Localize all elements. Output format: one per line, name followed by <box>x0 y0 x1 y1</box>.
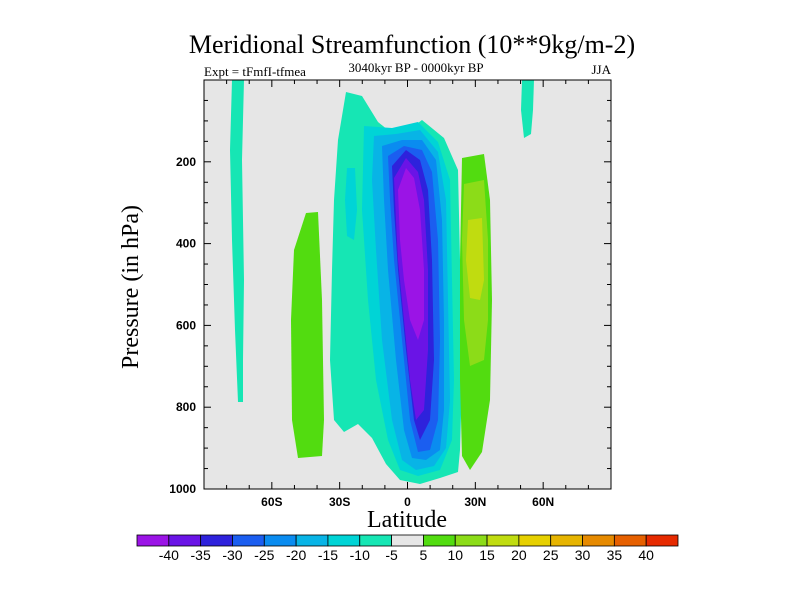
chart-title: Meridional Streamfunction (10**9kg/m-2) <box>189 30 635 59</box>
plot-area: 200 400 600 800 1000 60S 30S 0 30N 60N <box>169 79 612 509</box>
colorbar-label: 15 <box>479 547 495 563</box>
colorbar-swatch <box>391 534 424 547</box>
y-tick-label: 400 <box>176 237 196 251</box>
colorbar-swatch <box>327 534 361 547</box>
colorbar-label: 30 <box>575 547 591 563</box>
y-axis-label: Pressure (in hPa) <box>118 205 144 369</box>
x-tick-label: 30N <box>464 495 486 509</box>
colorbar-label: 35 <box>607 547 623 563</box>
colorbar-label: 5 <box>420 547 428 563</box>
colorbar-label: -40 <box>159 547 179 563</box>
contour-fills <box>230 80 534 484</box>
colorbar-label: -30 <box>222 547 242 563</box>
x-tick-label: 0 <box>404 495 411 509</box>
contour-neg-55N <box>521 80 534 138</box>
colorbar-label: 40 <box>638 547 654 563</box>
contour-pos-45S <box>291 212 324 458</box>
y-tick-label: 600 <box>176 318 196 332</box>
colorbar-swatch <box>232 534 265 547</box>
y-tick-label: 800 <box>176 400 196 414</box>
contour-neg-40 <box>398 168 424 340</box>
x-tick-label: 60N <box>532 495 554 509</box>
x-tick-label: 60S <box>261 495 282 509</box>
colorbar: -40 -35 -30 -25 -20 -15 -10 -5 5 10 15 20 25 30 35 40 <box>136 534 679 563</box>
colorbar-swatch <box>295 534 329 547</box>
colorbar-swatch <box>423 534 456 547</box>
chart-subtitle: 3040kyr BP - 0000kyr BP <box>348 60 483 75</box>
colorbar-label: -5 <box>385 547 398 563</box>
season-annotation: JJA <box>591 62 611 77</box>
colorbar-label: -35 <box>191 547 211 563</box>
colorbar-swatch <box>645 534 679 547</box>
colorbar-swatch <box>359 534 392 547</box>
colorbar-label: 25 <box>543 547 559 563</box>
colorbar-swatch <box>263 534 297 547</box>
x-axis: 60S 30S 0 30N 60N <box>203 80 612 509</box>
colorbar-swatch <box>486 534 520 547</box>
x-axis-label: Latitude <box>367 507 447 533</box>
contour-neg-60S <box>230 80 244 402</box>
colorbar-label: -20 <box>286 547 306 563</box>
colorbar-swatch <box>136 534 170 547</box>
contour-neg-side-40S <box>345 168 357 240</box>
y-tick-label: 1000 <box>169 482 196 496</box>
colorbar-swatch <box>613 534 647 547</box>
colorbar-label: 10 <box>447 547 463 563</box>
colorbar-swatch <box>550 534 583 547</box>
x-tick-label: 30S <box>329 495 350 509</box>
colorbar-label: -10 <box>350 547 370 563</box>
experiment-annotation: Expt = tFmfI-tfmea <box>204 64 306 79</box>
colorbar-swatch <box>582 534 615 547</box>
y-tick-label: 200 <box>176 155 196 169</box>
colorbar-swatch <box>454 534 488 547</box>
colorbar-swatch <box>168 534 202 547</box>
colorbar-swatch <box>518 534 552 547</box>
colorbar-label: -25 <box>254 547 274 563</box>
y-axis: 200 400 600 800 1000 <box>169 79 611 496</box>
colorbar-label: -15 <box>318 547 338 563</box>
colorbar-label: 20 <box>511 547 527 563</box>
contour-pos-30N-15 <box>466 218 484 300</box>
colorbar-swatch <box>200 534 233 547</box>
